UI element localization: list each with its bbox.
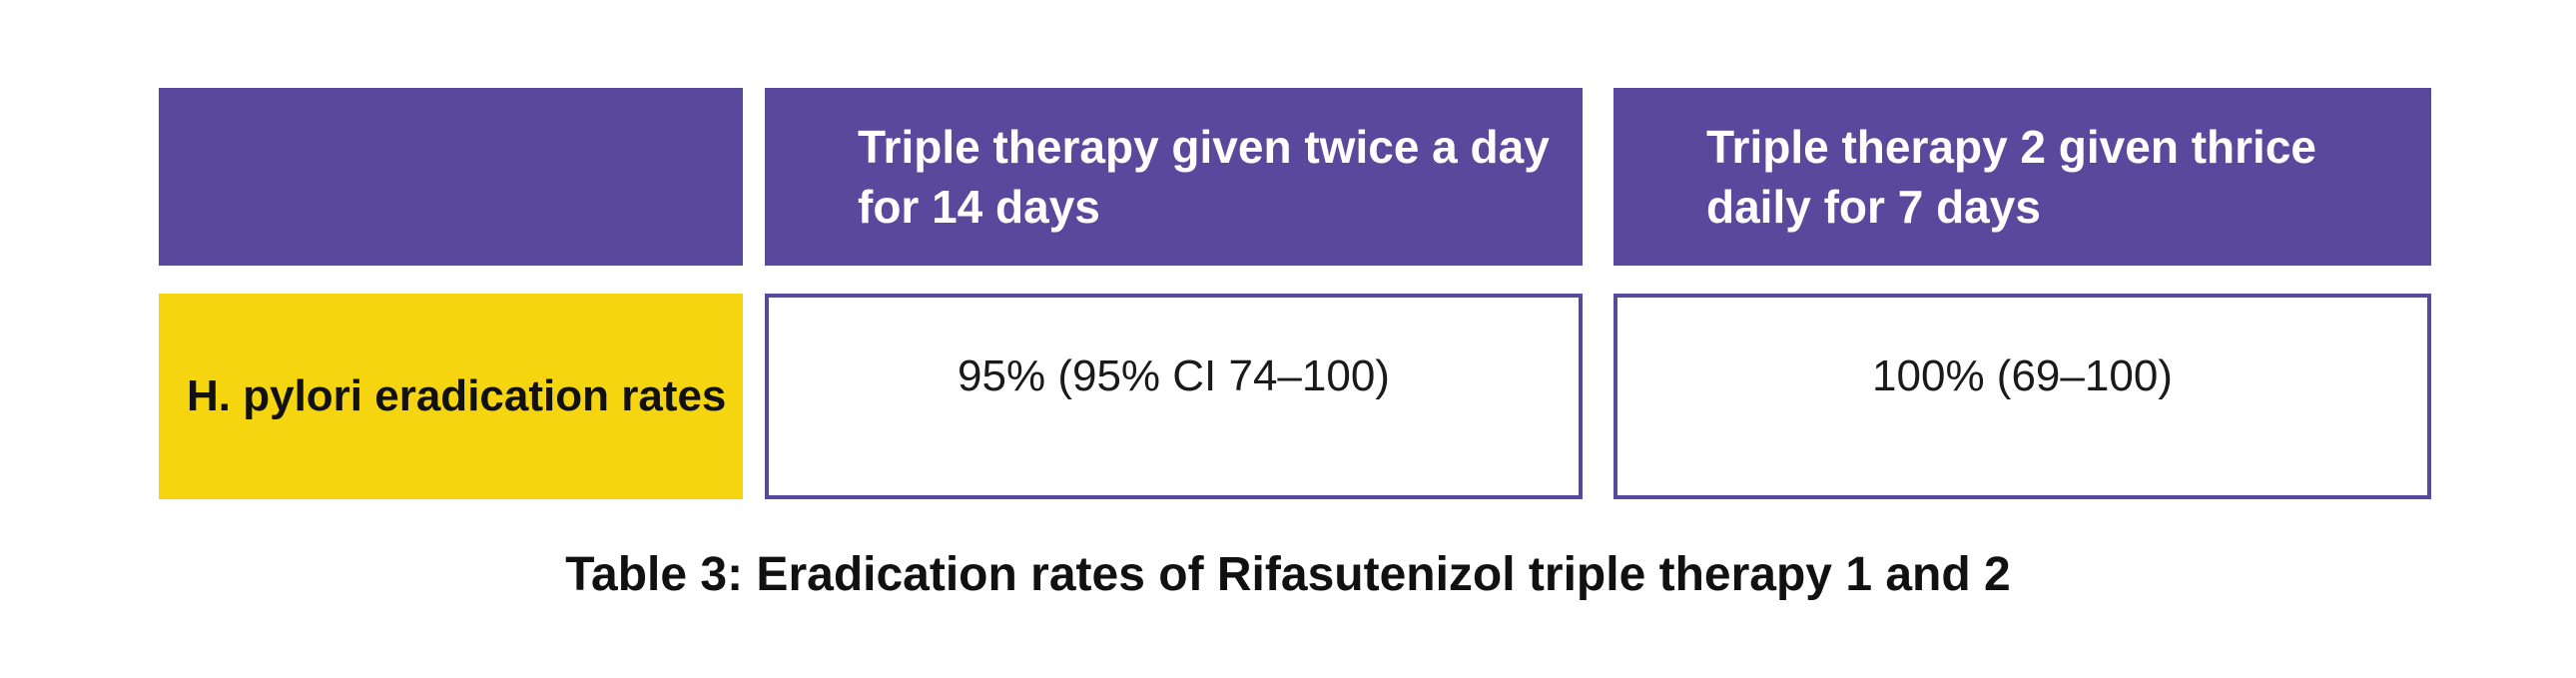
column-header-text: Triple therapy 2 given thrice daily for … bbox=[1706, 121, 2316, 233]
corner-cell bbox=[159, 88, 743, 266]
row-header: H. pylori eradication rates bbox=[159, 294, 743, 499]
cell-text: 100% (69–100) bbox=[1872, 351, 2173, 400]
row-header-text: H. pylori eradication rates bbox=[187, 371, 727, 420]
column-header: Triple therapy given twice a day for 14 … bbox=[765, 88, 1583, 266]
column-header: Triple therapy 2 given thrice daily for … bbox=[1613, 88, 2431, 266]
table-cell: 100% (69–100) bbox=[1613, 294, 2431, 499]
table-cell: 95% (95% CI 74–100) bbox=[765, 294, 1583, 499]
column-header-text: Triple therapy given twice a day for 14 … bbox=[858, 121, 1550, 233]
table-caption: Table 3: Eradication rates of Rifasuteni… bbox=[565, 548, 2011, 601]
cell-text: 95% (95% CI 74–100) bbox=[958, 351, 1390, 400]
